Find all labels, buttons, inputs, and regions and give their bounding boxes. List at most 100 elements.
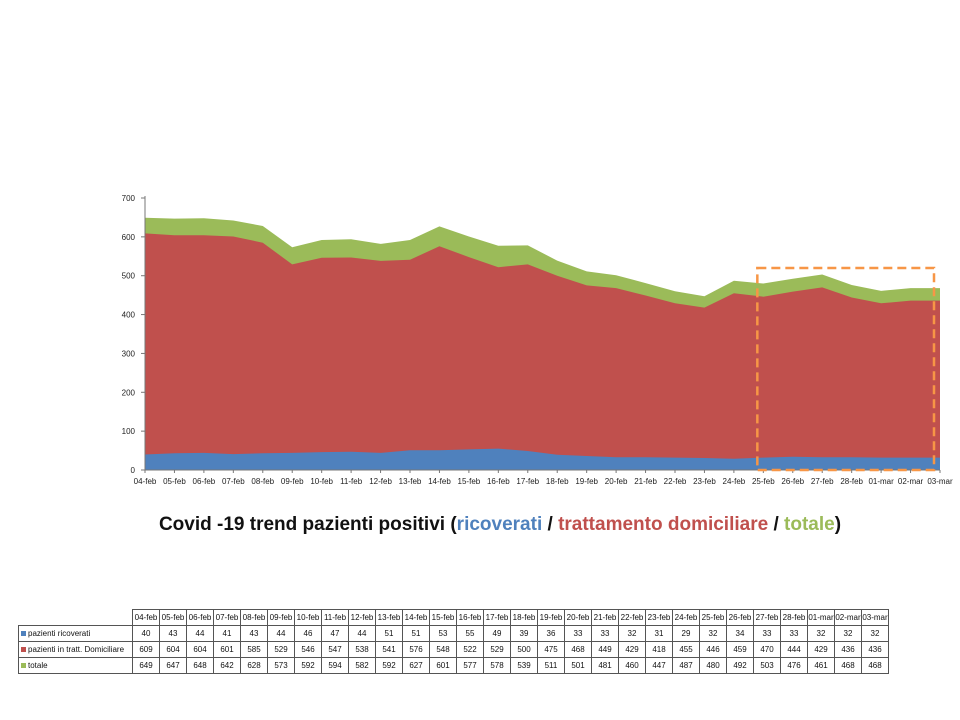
table-corner: [18, 609, 133, 626]
table-cell: 529: [267, 641, 295, 658]
table-cell: 446: [699, 641, 727, 658]
x-tick-label: 26-feb: [781, 477, 804, 486]
table-col-header: 21-feb: [591, 609, 619, 626]
x-tick-label: 20-feb: [605, 477, 628, 486]
table-cell: 36: [537, 625, 565, 642]
table-row-label: totale: [18, 657, 133, 674]
table-col-header: 11-feb: [321, 609, 349, 626]
table-col-header: 03-mar: [861, 609, 889, 626]
x-tick-label: 17-feb: [516, 477, 539, 486]
table-col-header: 22-feb: [618, 609, 646, 626]
table-cell: 33: [591, 625, 619, 642]
x-tick-label: 01-mar: [868, 477, 894, 486]
x-tick-label: 14-feb: [428, 477, 451, 486]
chart-title-sep1: /: [542, 514, 559, 535]
legend-swatch: [21, 647, 26, 653]
x-tick-label: 02-mar: [898, 477, 924, 486]
y-tick-label: 0: [131, 466, 136, 475]
table-row: totale 649 647 648 642 628 573 592 594 582 592 627 6…: [18, 657, 889, 674]
table-col-header: 09-feb: [267, 609, 295, 626]
table-cell: 460: [618, 657, 646, 674]
table-cell: 429: [807, 641, 835, 658]
table-cell: 592: [375, 657, 403, 674]
table-cell: 31: [645, 625, 673, 642]
table-cell: 601: [429, 657, 457, 674]
table-cell: 481: [591, 657, 619, 674]
table-cell: 501: [564, 657, 592, 674]
table-cell: 573: [267, 657, 295, 674]
y-tick-label: 400: [122, 311, 136, 320]
table-cell: 53: [429, 625, 457, 642]
table-cell: 642: [213, 657, 241, 674]
x-tick-label: 06-feb: [193, 477, 216, 486]
table-cell: 604: [159, 641, 187, 658]
y-tick-label: 600: [122, 233, 136, 242]
table-cell: 418: [645, 641, 673, 658]
table-cell: 47: [321, 625, 349, 642]
x-tick-label: 08-feb: [251, 477, 274, 486]
table-cell: 436: [834, 641, 862, 658]
plot-area: 0 100 200 300 400 500 600 700 04-feb 05-feb 06-feb…: [122, 194, 953, 486]
table-col-header: 17-feb: [483, 609, 511, 626]
table-col-header: 20-feb: [564, 609, 592, 626]
area-ricoverati: [145, 448, 940, 470]
table-cell: 29: [672, 625, 700, 642]
table-col-header: 16-feb: [456, 609, 484, 626]
table-cell: 436: [861, 641, 889, 658]
table-row: pazienti in tratt. Domiciliare 609 604 604 6…: [18, 641, 889, 658]
table-col-header: 12-feb: [348, 609, 376, 626]
table-cell: 476: [780, 657, 808, 674]
x-tick-label: 13-feb: [399, 477, 422, 486]
table-cell: 468: [564, 641, 592, 658]
table-cell: 429: [618, 641, 646, 658]
x-tick-label: 25-feb: [752, 477, 775, 486]
x-tick-label: 05-feb: [163, 477, 186, 486]
table-cell: 592: [294, 657, 322, 674]
table-cell: 43: [159, 625, 187, 642]
table-cell: 32: [834, 625, 862, 642]
table-cell: 461: [807, 657, 835, 674]
table-body: pazienti ricoverati 40 43 44 41 43 44 46 47 44 51 5…: [18, 625, 889, 674]
table-cell: 33: [780, 625, 808, 642]
table-col-header: 14-feb: [402, 609, 430, 626]
table-col-header: 24-feb: [672, 609, 700, 626]
y-tick-label: 300: [122, 349, 136, 358]
table-col-header: 19-feb: [537, 609, 565, 626]
table-cell: 522: [456, 641, 484, 658]
table-cell: 32: [807, 625, 835, 642]
y-tick-label: 100: [122, 427, 136, 436]
table-cell: 628: [240, 657, 268, 674]
table-cell: 44: [348, 625, 376, 642]
table-cell: 648: [186, 657, 214, 674]
table-cell: 627: [402, 657, 430, 674]
x-tick-label: 16-feb: [487, 477, 510, 486]
table-col-header: 10-feb: [294, 609, 322, 626]
table-cell: 41: [213, 625, 241, 642]
table-cell: 46: [294, 625, 322, 642]
table-cell: 32: [699, 625, 727, 642]
x-tick-label: 03-mar: [927, 477, 953, 486]
table-cell: 601: [213, 641, 241, 658]
table-cell: 547: [321, 641, 349, 658]
x-tick-label: 10-feb: [310, 477, 333, 486]
area-chart: 0 100 200 300 400 500 600 700 04-feb 05-feb 06-feb…: [122, 194, 953, 486]
table-cell: 578: [483, 657, 511, 674]
table-header-row: 04-feb 05-feb 06-feb 07-feb 08-feb 09-feb 10-f…: [18, 609, 889, 626]
table-row-label: pazienti ricoverati: [18, 625, 133, 642]
table-cell: 538: [348, 641, 376, 658]
x-tick-label: 24-feb: [723, 477, 746, 486]
x-tick-label: 18-feb: [546, 477, 569, 486]
x-tick-label: 19-feb: [575, 477, 598, 486]
table-row-label: pazienti in tratt. Domiciliare: [18, 641, 133, 658]
x-tick-label: 22-feb: [664, 477, 687, 486]
legend-label: pazienti ricoverati: [28, 629, 91, 638]
chart-title-main: Covid -19 trend pazienti positivi: [158, 514, 446, 535]
y-tick-label: 200: [122, 388, 136, 397]
chart-title-close: ): [834, 514, 842, 535]
legend-label: totale: [28, 661, 48, 670]
y-tick-label: 700: [122, 194, 136, 203]
chart-title-ricoverati: ricoverati: [456, 514, 543, 535]
x-tick-label: 04-feb: [134, 477, 157, 486]
table-cell: 32: [861, 625, 889, 642]
table-cell: 511: [537, 657, 565, 674]
